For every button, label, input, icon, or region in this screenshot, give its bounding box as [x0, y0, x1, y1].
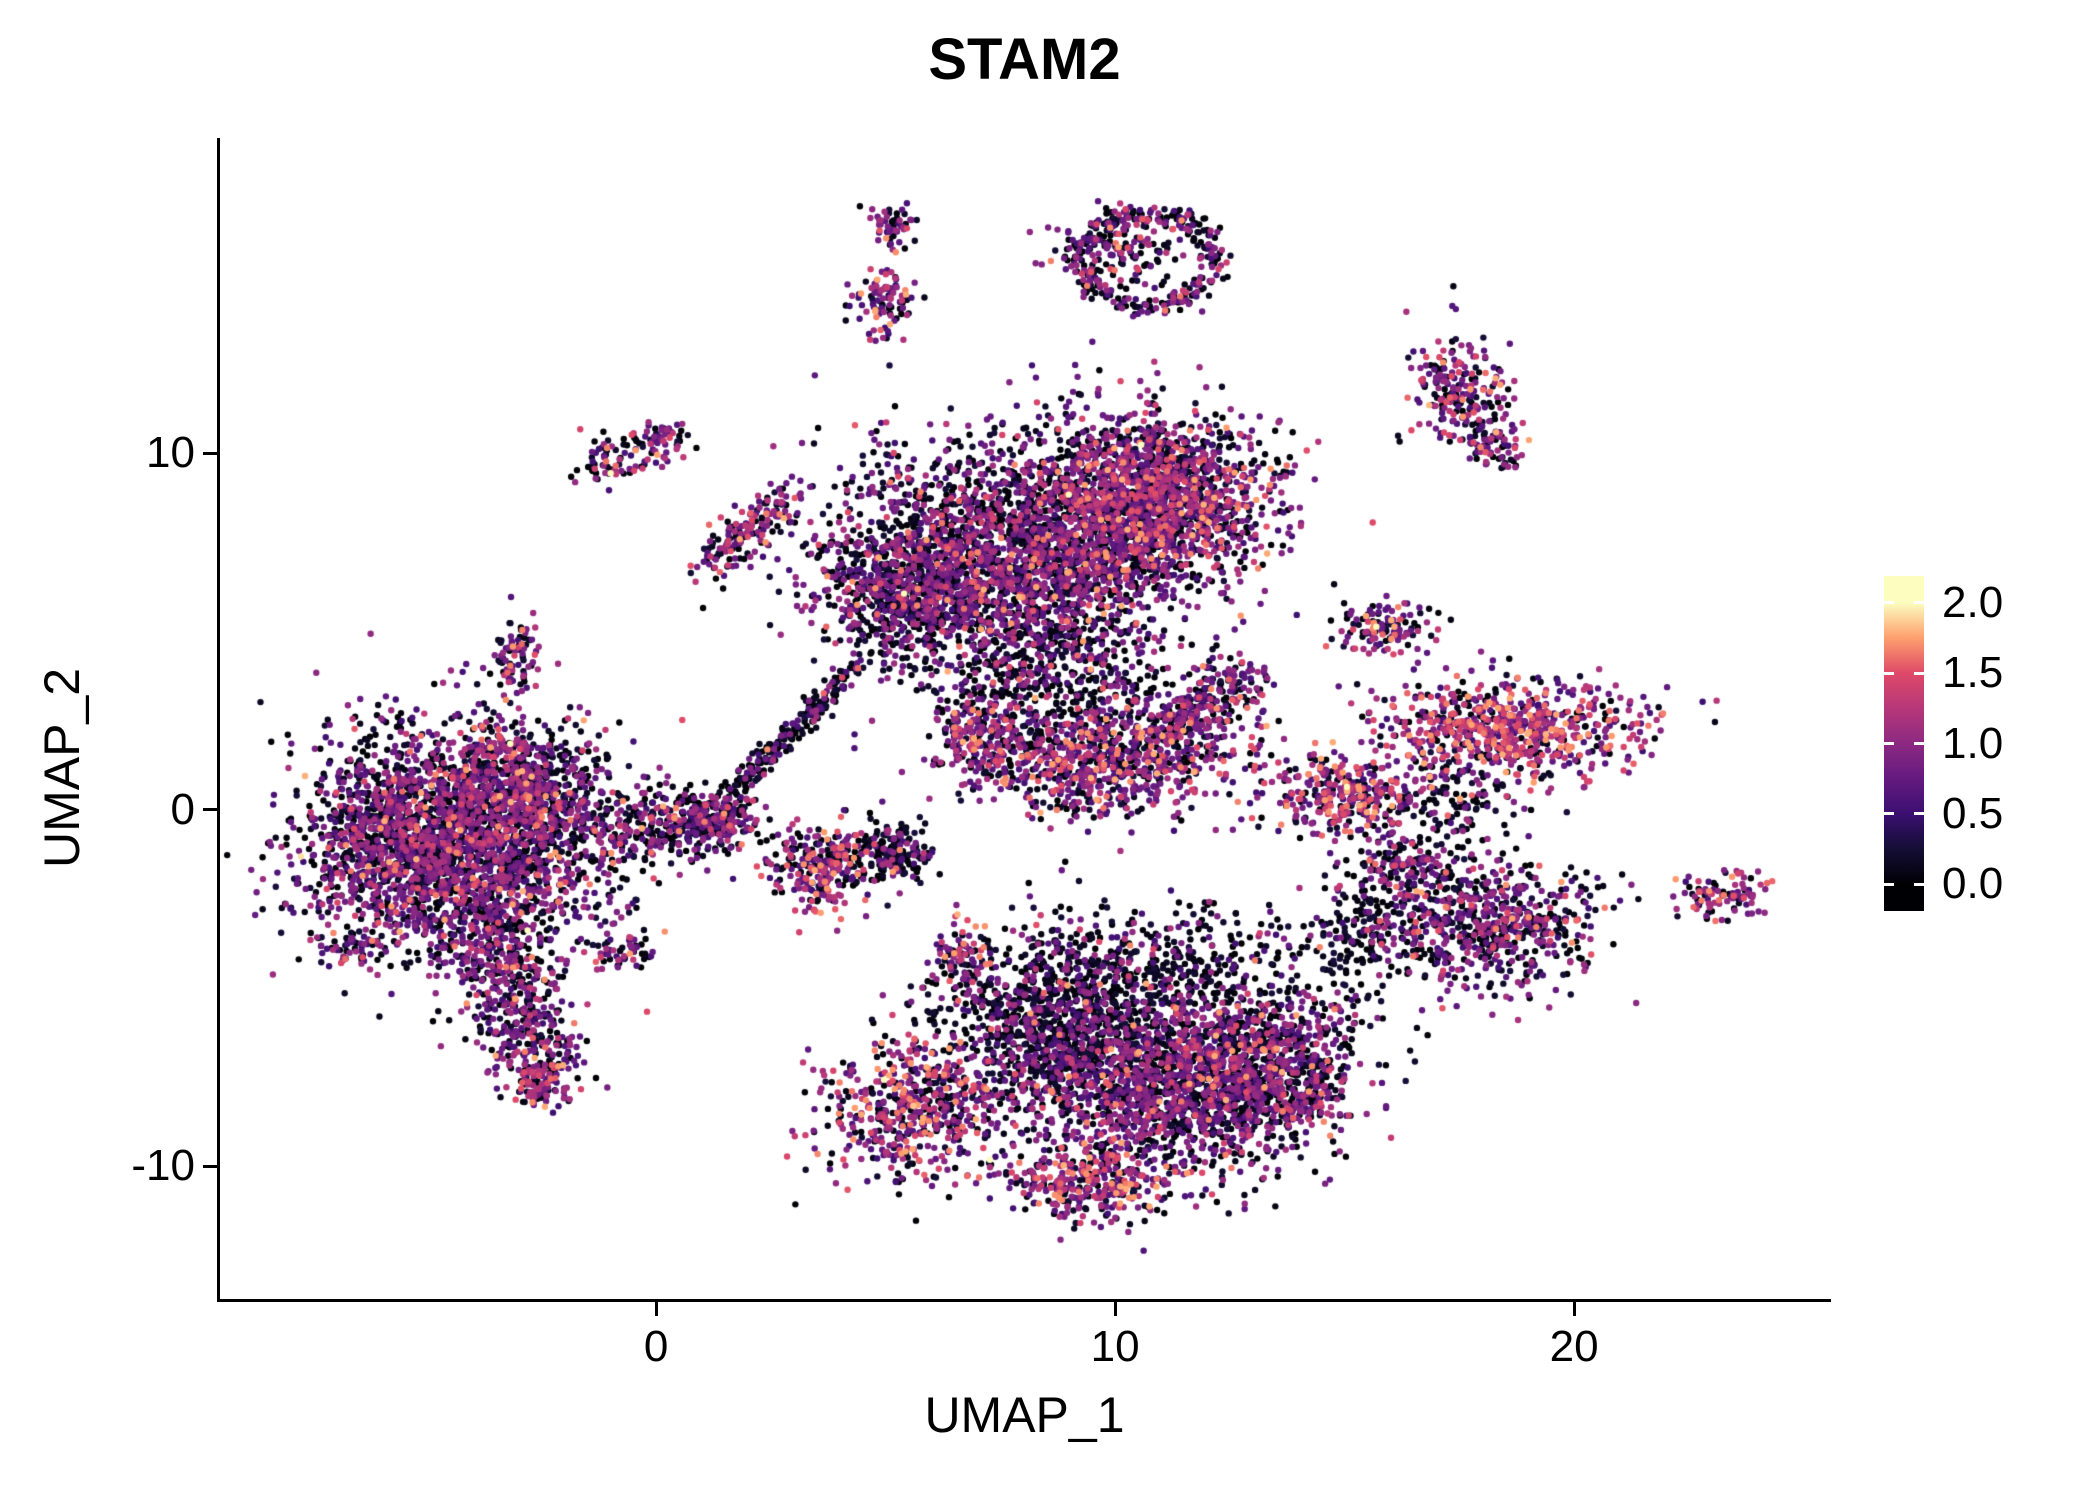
x-tick-label: 0	[643, 1322, 669, 1371]
y-tick-mark	[203, 451, 217, 455]
x-tick-mark	[1572, 1302, 1576, 1316]
colorbar-tick-mark	[1914, 671, 1924, 675]
y-axis-line	[217, 138, 220, 1302]
y-tick-label: -10	[131, 1141, 195, 1191]
colorbar-tick-mark	[1884, 812, 1894, 816]
colorbar-tick-label: 0.5	[1942, 788, 2004, 838]
x-tick-label: 10	[1090, 1322, 1140, 1371]
x-tick-label: 20	[1549, 1322, 1599, 1371]
y-axis-title: UMAP_2	[34, 667, 90, 869]
y-tick-label: 0	[170, 784, 195, 834]
colorbar-tick-label: 0.0	[1942, 859, 2004, 909]
colorbar-tick-mark	[1914, 882, 1924, 886]
x-tick-mark	[1113, 1302, 1117, 1316]
colorbar-tick-label: 2.0	[1942, 577, 2004, 627]
y-tick-label: 10	[146, 428, 195, 478]
scatter-points-canvas	[221, 140, 1828, 1299]
x-axis-title: UMAP_1	[924, 1387, 1125, 1443]
x-tick-mark	[654, 1302, 658, 1316]
colorbar-tick-mark	[1884, 601, 1894, 605]
colorbar-tick-label: 1.5	[1942, 648, 2004, 698]
y-tick-mark	[203, 1164, 217, 1168]
colorbar-tick-mark	[1884, 882, 1894, 886]
colorbar-tick-mark	[1914, 812, 1924, 816]
colorbar-tick-mark	[1884, 671, 1894, 675]
colorbar-tick-label: 1.0	[1942, 718, 2004, 768]
colorbar-tick-mark	[1914, 742, 1924, 745]
plot-title: STAM2	[928, 27, 1121, 92]
y-tick-mark	[203, 808, 217, 812]
x-axis-line	[217, 1299, 1831, 1302]
colorbar-tick-mark	[1914, 601, 1924, 605]
colorbar-tick-mark	[1884, 742, 1894, 745]
